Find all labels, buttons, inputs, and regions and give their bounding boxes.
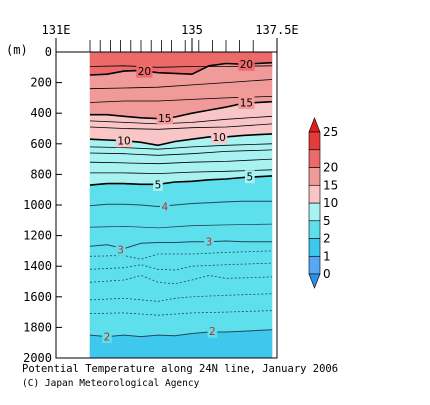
contour-line (89, 262, 273, 271)
colorbar-extend-low (308, 273, 321, 289)
x-tick-label: 137.5E (255, 23, 298, 37)
contour-label: 5 (155, 179, 162, 191)
contour-label: 3 (206, 237, 213, 249)
contour-label: 10 (117, 136, 130, 148)
contour-line (89, 223, 273, 229)
y-tick-label: 0 (45, 45, 52, 59)
x-tick-label: 135 (181, 23, 203, 37)
contour-label: 15 (240, 97, 253, 109)
contour-label: 4 (161, 202, 168, 214)
contour-label-bg (207, 324, 218, 338)
y-tick-label: 800 (30, 167, 52, 181)
y-tick-label: 600 (30, 137, 52, 151)
contour-line (89, 115, 273, 125)
contour-line (89, 65, 273, 68)
contour-label: 20 (138, 66, 151, 78)
contour-line (90, 169, 273, 175)
colorbar-segment (308, 255, 321, 275)
contour-line (89, 310, 273, 316)
contour-line (89, 293, 273, 302)
colorbar-segment (308, 220, 321, 239)
colorbar-label: 0 (323, 267, 331, 281)
contour-label-bg (211, 130, 228, 144)
contour-line (89, 329, 273, 338)
contour-label-bg (156, 111, 173, 125)
contour-band (89, 200, 273, 229)
axes: 0 200 400 600 800 1000 1200 1400 1600 1800 2000 (m)… (6, 23, 299, 365)
contour-label-bg (204, 235, 214, 249)
contour-label-bg (160, 200, 170, 214)
contour-label: 10 (213, 132, 226, 144)
colorbar-segment (308, 202, 321, 222)
contour-line (90, 100, 273, 120)
y-tick-label: 1400 (23, 259, 52, 273)
contour-label-bg (136, 64, 153, 78)
contour-label-bg (115, 134, 133, 148)
contour-line (89, 175, 273, 186)
colorbar-label: 25 (323, 125, 338, 139)
contour-label: 3 (117, 244, 124, 256)
contour-line (89, 200, 272, 208)
contour-line (89, 250, 273, 260)
y-tick-label: 2000 (23, 351, 52, 365)
contour-line (89, 149, 273, 156)
contour-label-bg (238, 57, 255, 71)
contour-line (89, 158, 273, 165)
contour-label: 2 (209, 326, 216, 338)
contour-line (89, 61, 273, 76)
contour-label-bg (115, 242, 126, 256)
colorbar-label: 20 (323, 161, 338, 175)
colorbar-label: 1 (323, 249, 331, 263)
colorbar-extend-high (308, 117, 321, 133)
contour-label-bg (245, 170, 255, 184)
y-tick-label: 1600 (23, 290, 52, 304)
y-tick-label: 1200 (23, 229, 52, 243)
contour-line (89, 96, 273, 103)
y-unit-label: (m) (6, 43, 28, 57)
contour-label: 5 (246, 172, 253, 184)
colorbar-segment (308, 149, 321, 168)
contour-label-bg (102, 330, 112, 344)
contour-label: 20 (240, 59, 253, 71)
contour-label-bg (238, 95, 255, 109)
x-tick-label: 131E (42, 23, 71, 37)
colorbar-segment (308, 238, 321, 257)
colorbar-segment (308, 184, 321, 204)
colorbar-label: 5 (323, 214, 331, 228)
chart-credit: (C) Japan Meteorological Agency (22, 378, 200, 389)
contour-label-bg (153, 177, 163, 191)
y-tick-label: 1800 (23, 320, 52, 334)
contour-labels: 20 20 15 15 10 10 5 5 4 3 3 2 2 (102, 57, 255, 344)
y-tick-label: 400 (30, 106, 52, 120)
contour-line (89, 79, 273, 90)
colorbar-segment (308, 167, 321, 186)
colorbar-label: 15 (323, 178, 338, 192)
colorbar-segment (308, 131, 321, 151)
plot-fills (89, 51, 273, 359)
contour-label: 2 (104, 332, 111, 344)
chart-title: Potential Temperature along 24N line, Ja… (22, 363, 339, 375)
colorbar-label: 10 (323, 196, 338, 210)
y-tick-label: 200 (30, 76, 52, 90)
colorbar-label: 2 (323, 232, 331, 246)
y-tick-label: 1000 (23, 198, 52, 212)
contour-line (89, 274, 273, 285)
contour-line (89, 143, 273, 150)
contour-label: 15 (158, 113, 171, 125)
contour-line (89, 123, 273, 130)
